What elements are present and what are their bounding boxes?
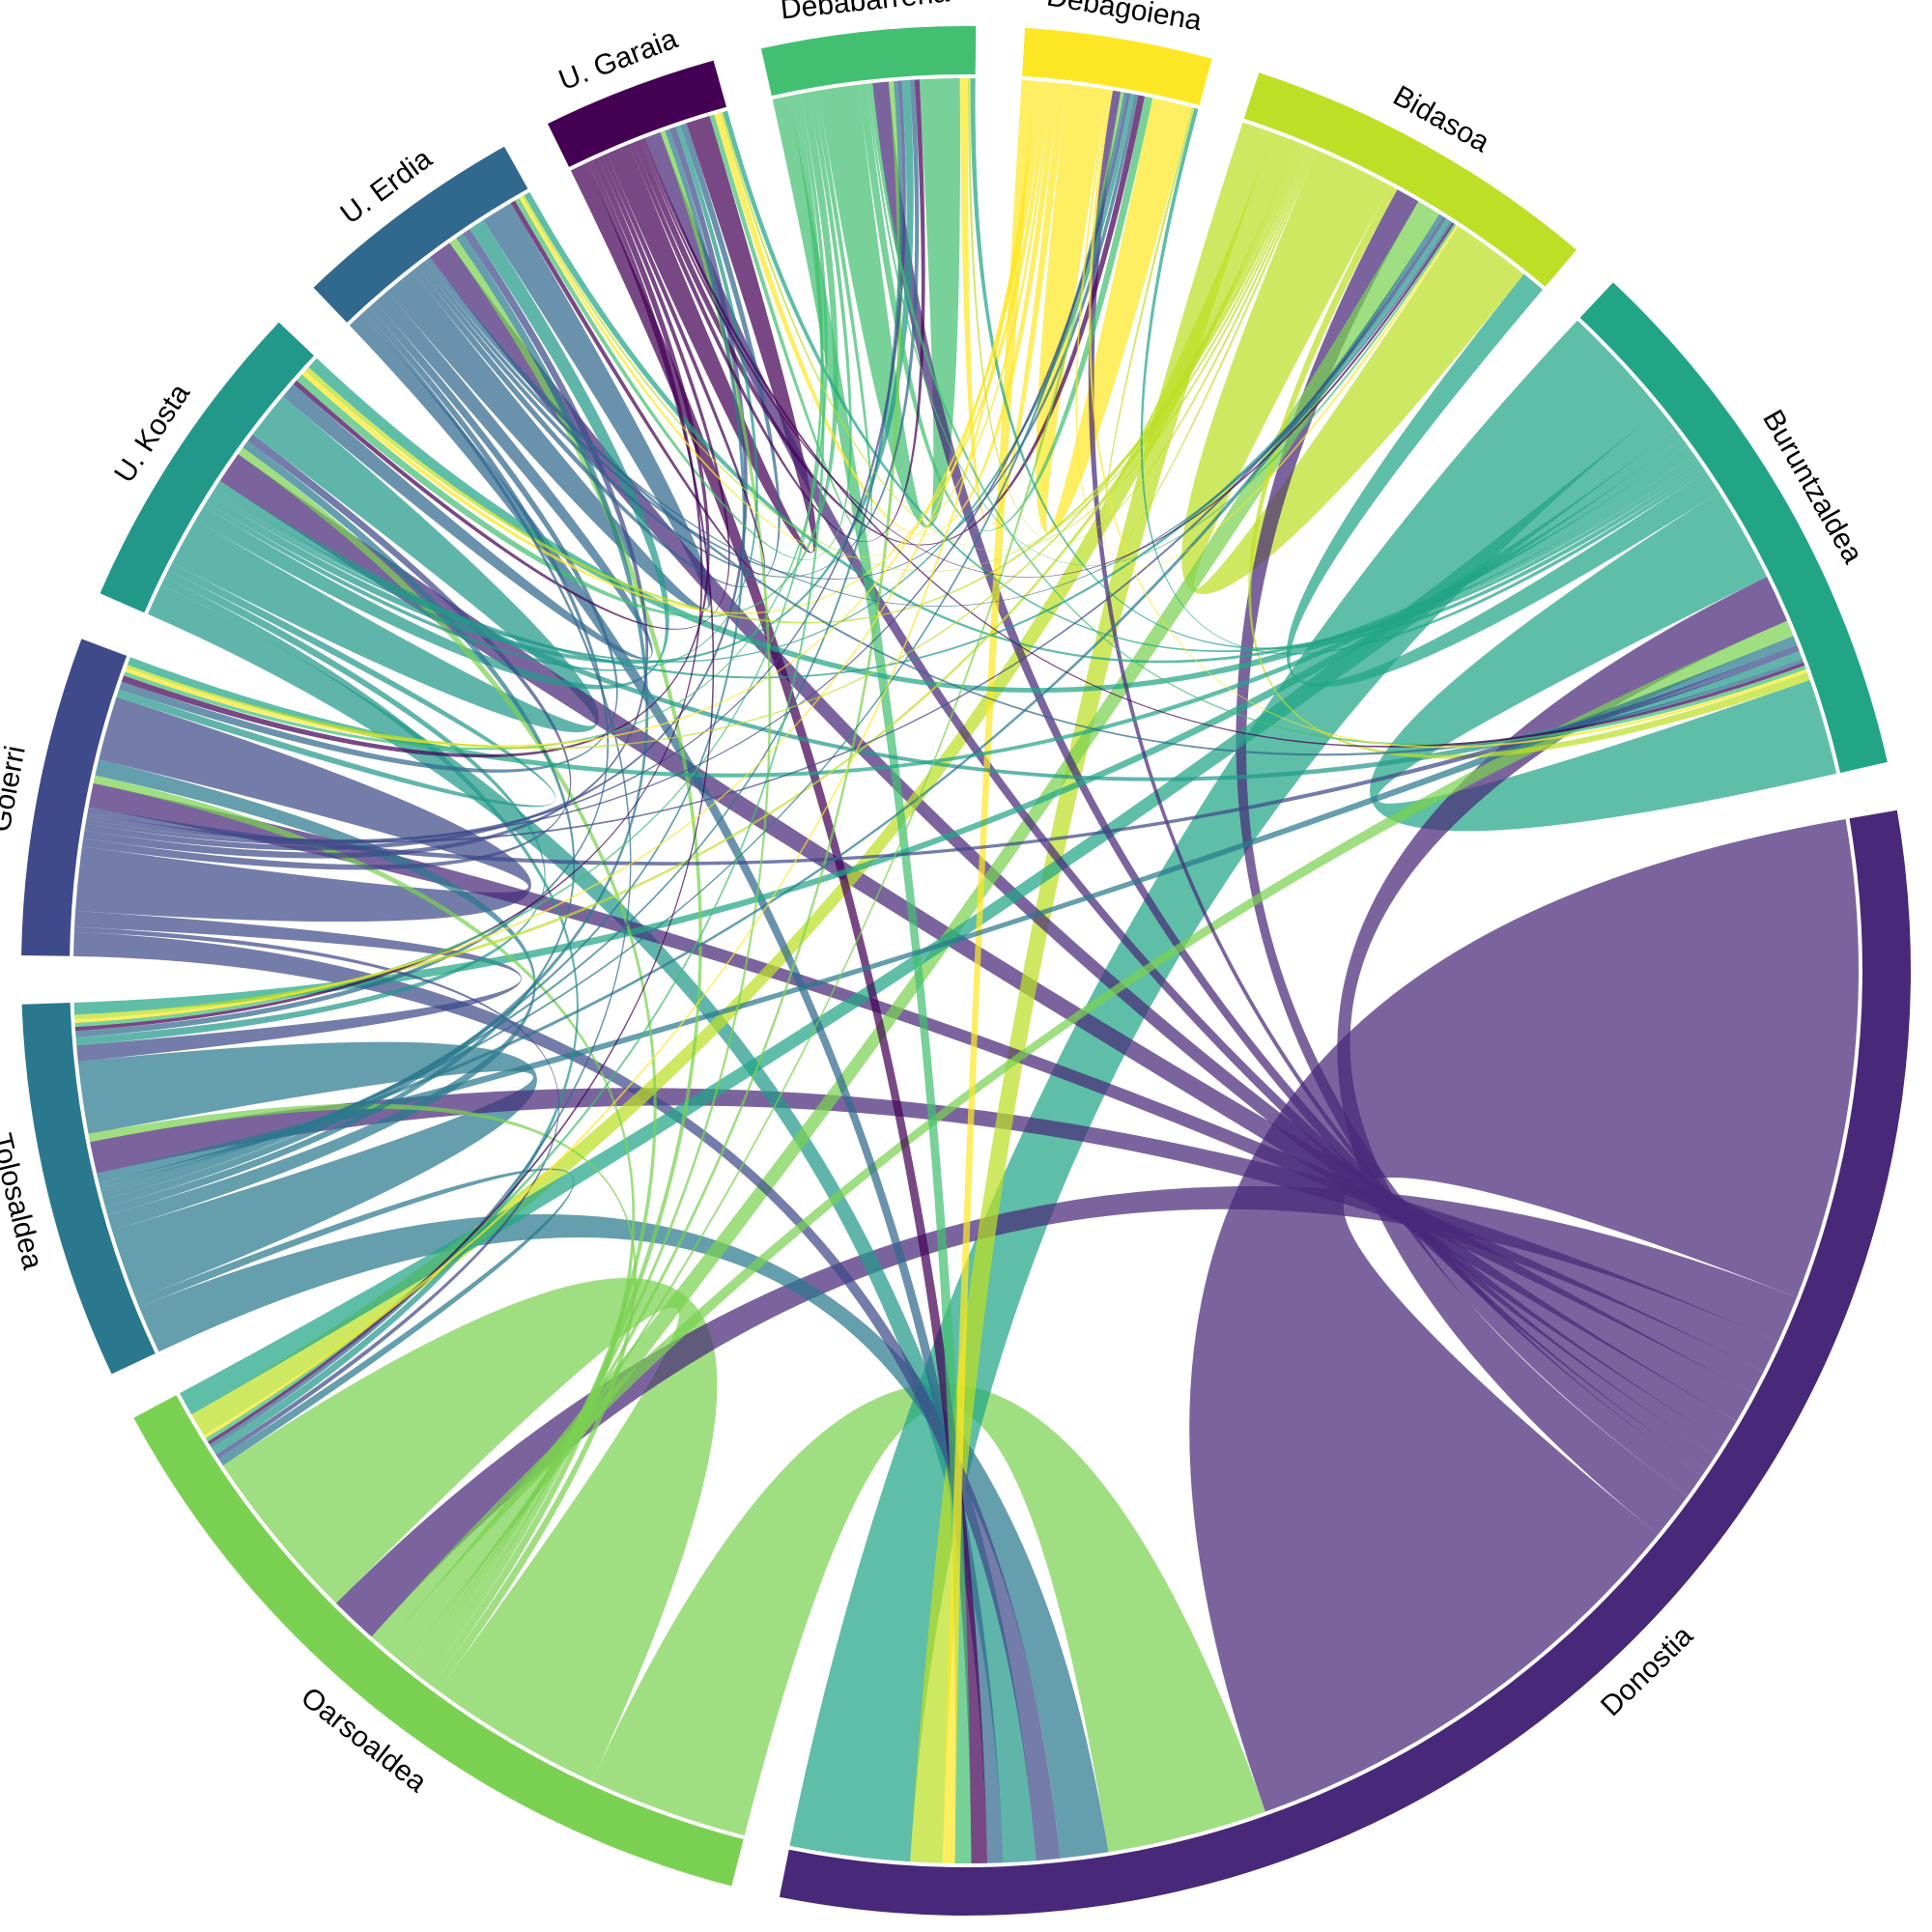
- chord-ribbon-u-erdia-to-buruntzaldea: [426, 257, 1804, 756]
- chord-ribbon-u-kosta-to-u-kosta: [172, 396, 599, 733]
- chord-ribbon-goierri-to-tolosaldea: [74, 910, 522, 1062]
- chord-ribbon-debabarrena-to-u-erdia: [515, 91, 852, 560]
- chord-ribbon-buruntzaldea-to-buruntzaldea: [1370, 492, 1837, 832]
- region-arc-u-erdia: [313, 146, 528, 323]
- chord-ribbon-oarsoaldea-to-donostia: [591, 1383, 1265, 1853]
- chord-ribbon-donostia-to-buruntzaldea: [1337, 577, 1788, 1535]
- region-label-debabarrena: Debabarrena: [779, 0, 951, 25]
- chord-ribbon-oarsoaldea-to-oarsoaldea: [222, 1277, 718, 1781]
- region-label-goierri: Goierri: [0, 743, 32, 835]
- chord-ribbon-buruntzaldea-to-bidasoa: [1286, 273, 1719, 688]
- region-label-debagoiena: Debagoiena: [1044, 0, 1204, 37]
- chord-ribbon-u-erdia-to-u-erdia: [387, 203, 712, 611]
- chord-ribbon-goierri-to-goierri: [75, 696, 531, 923]
- chord-ribbon-tolosaldea-to-goierri: [95, 759, 536, 1232]
- chord-ribbon-u-garaia-to-u-garaia: [607, 116, 817, 554]
- chord-ribbon-donostia-to-u-kosta: [219, 454, 1753, 1422]
- chord-ribbons: [73, 77, 1860, 1864]
- chord-ribbon-bidasoa-to-donostia: [910, 122, 1274, 1863]
- chord-ribbon-debagoiena-to-debagoiena: [1036, 83, 1192, 534]
- region-arc-goierri: [21, 639, 128, 956]
- chord-ribbon-buruntzaldea-to-u-erdia: [524, 191, 1698, 664]
- region-arc-debagoiena: [1022, 27, 1212, 105]
- region-arc-buruntzaldea: [1579, 282, 1888, 773]
- chord-ribbon-buruntzaldea-to-oarsoaldea: [180, 410, 1676, 1415]
- region-arc-oarsoaldea: [133, 1395, 744, 1887]
- chord-ribbon-u-kosta-to-donostia: [148, 584, 1037, 1863]
- chord-ribbon-u-erdia-to-u-garaia: [412, 123, 781, 588]
- chord-ribbon-oarsoaldea-to-bidasoa: [384, 201, 1440, 1663]
- region-arc-donostia: [779, 810, 1912, 1916]
- chord-ribbon-tolosaldea-to-donostia: [139, 1214, 1109, 1859]
- chord-ribbon-buruntzaldea-to-donostia: [789, 320, 1661, 1862]
- chord-ribbon-tolosaldea-to-tolosaldea: [77, 1041, 537, 1300]
- chord-ribbon-debagoiena-to-debabarrena: [959, 77, 1067, 526]
- chord-ribbon-donostia-to-donostia: [1189, 819, 1860, 1812]
- region-arc-u-kosta: [99, 322, 314, 613]
- region-arc-bidasoa: [1243, 72, 1577, 287]
- region-arcs: [21, 26, 1912, 1916]
- chord-ribbon-u-garaia-to-goierri: [121, 157, 710, 758]
- chord-ribbon-debabarrena-to-u-kosta: [297, 92, 838, 618]
- region-arc-tolosaldea: [21, 1003, 156, 1375]
- region-arc-debabarrena: [761, 26, 977, 97]
- chord-ribbon-bidasoa-to-bidasoa: [1181, 150, 1524, 594]
- chord-ribbon-bidasoa-to-u-erdia: [522, 146, 1311, 572]
- chord-ribbon-debabarrena-to-debabarrena: [817, 78, 960, 528]
- chord-ribbon-debagoiena-to-donostia: [942, 79, 1035, 1863]
- chord-ribbon-u-kosta-to-u-erdia: [195, 219, 669, 690]
- region-arc-u-garaia: [548, 60, 726, 167]
